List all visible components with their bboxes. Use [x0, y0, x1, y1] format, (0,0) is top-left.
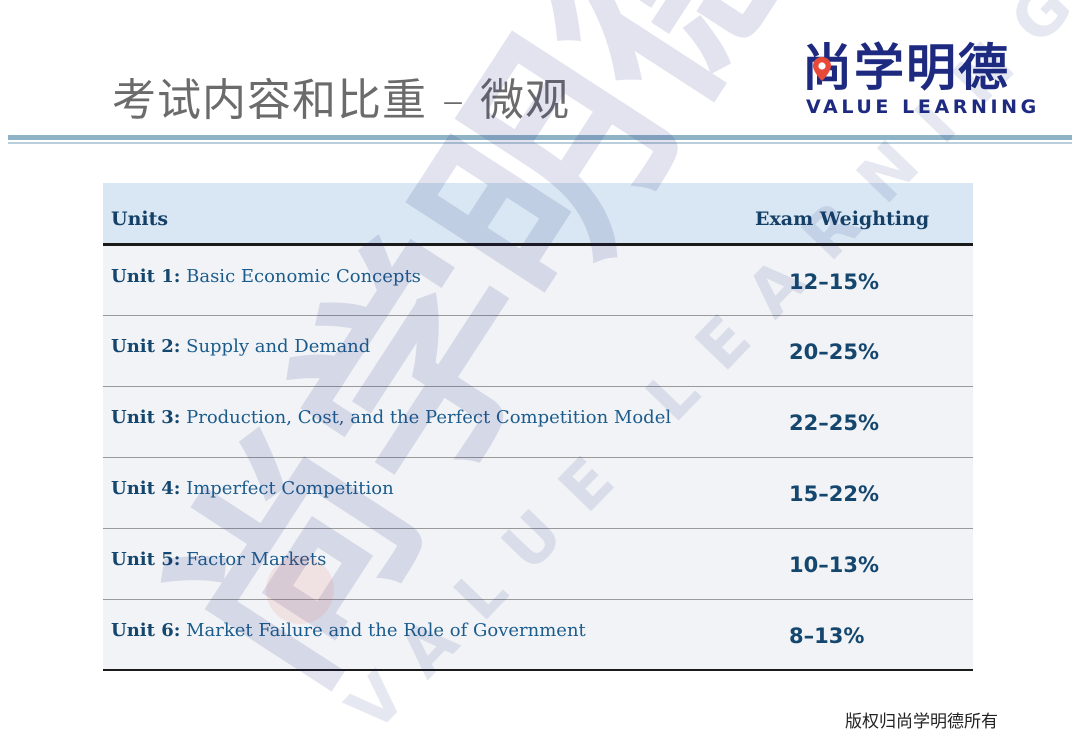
weighting-column-header: Exam Weighting — [755, 183, 973, 246]
unit-number: Unit 6: — [111, 619, 181, 641]
table-row: Unit 6: Market Failure and the Role of G… — [103, 598, 973, 671]
unit-cell: Unit 2: Supply and Demand — [103, 314, 755, 386]
logo-english-text: VALUE LEARNING — [806, 96, 1040, 118]
table-header-row: Units Exam Weighting — [103, 183, 973, 246]
weighting-value: 20–25% — [755, 314, 973, 386]
unit-topic: Market Failure and the Role of Governmen… — [186, 619, 586, 641]
unit-topic: Production, Cost, and the Perfect Compet… — [186, 406, 672, 428]
weighting-value: 22–25% — [755, 385, 973, 457]
unit-number: Unit 2: — [111, 335, 181, 357]
unit-cell: Unit 5: Factor Markets — [103, 527, 755, 599]
unit-topic: Basic Economic Concepts — [186, 265, 421, 287]
table-row: Unit 4: Imperfect Competition 15–22% — [103, 456, 973, 528]
table-row: Unit 2: Supply and Demand 20–25% — [103, 314, 973, 386]
table-row: Unit 1: Basic Economic Concepts 12–15% — [103, 244, 973, 315]
exam-weighting-table: Units Exam Weighting Unit 1: Basic Econo… — [103, 183, 973, 671]
unit-topic: Imperfect Competition — [186, 477, 394, 499]
unit-topic: Factor Markets — [186, 548, 327, 570]
slide-title: 考试内容和比重 – 微观 — [112, 75, 570, 126]
unit-topic: Supply and Demand — [186, 335, 371, 357]
unit-cell: Unit 6: Market Failure and the Role of G… — [103, 598, 755, 671]
weighting-value: 12–15% — [789, 269, 879, 294]
unit-cell: Unit 4: Imperfect Competition — [103, 456, 755, 528]
table-row: Unit 3: Production, Cost, and the Perfec… — [103, 385, 973, 457]
unit-number: Unit 5: — [111, 548, 181, 570]
weighting-value: 10–13% — [755, 527, 973, 599]
unit-number: Unit 3: — [111, 406, 181, 428]
unit-number: Unit 4: — [111, 477, 181, 499]
units-column-header: Units — [103, 183, 755, 246]
header-divider-thin — [8, 142, 1072, 144]
unit-number: Unit 1: — [111, 265, 181, 287]
brand-logo: 尚学明德 VALUE LEARNING — [800, 28, 1040, 120]
header-divider — [8, 135, 1072, 140]
logo-chinese-text: 尚学明德 — [802, 39, 1010, 97]
unit-cell: Unit 3: Production, Cost, and the Perfec… — [103, 385, 755, 457]
weighting-value: 8–13% — [755, 598, 973, 671]
weighting-value: 15–22% — [755, 456, 973, 528]
unit-cell: Unit 1: Basic Economic Concepts — [103, 244, 755, 315]
table-row: Unit 5: Factor Markets 10–13% — [103, 527, 973, 599]
copyright-footer: 版权归尚学明德所有 — [845, 712, 998, 732]
map-pin-icon — [813, 57, 831, 81]
